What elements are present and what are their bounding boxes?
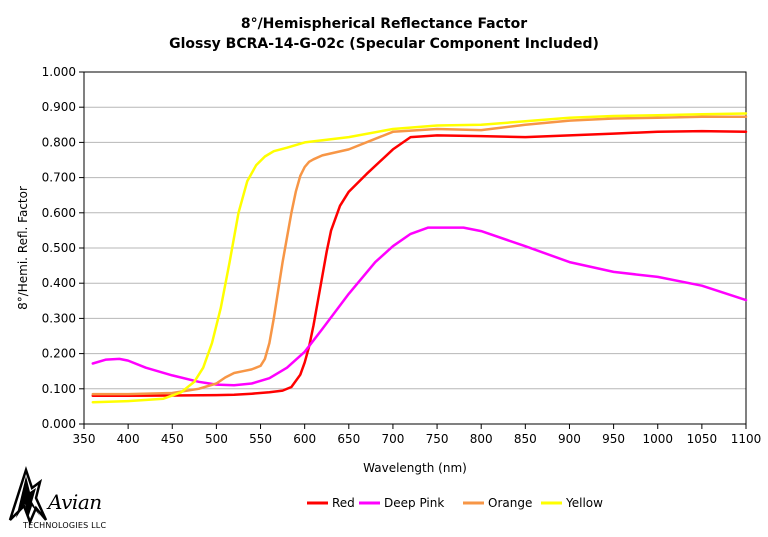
x-tick-label: 900 — [558, 432, 581, 446]
x-tick-label: 600 — [293, 432, 316, 446]
x-tick-label: 1000 — [642, 432, 673, 446]
legend-label: Deep Pink — [384, 496, 444, 510]
legend-label: Yellow — [565, 496, 603, 510]
x-tick-label: 350 — [73, 432, 96, 446]
x-tick-label: 700 — [381, 432, 404, 446]
x-tick-label: 750 — [426, 432, 449, 446]
legend-label: Red — [332, 496, 355, 510]
y-tick-label: 1.000 — [42, 65, 76, 79]
avian-logo-icon — [8, 465, 48, 526]
x-tick-label: 500 — [205, 432, 228, 446]
x-tick-label: 400 — [117, 432, 140, 446]
y-tick-label: 0.300 — [42, 311, 76, 325]
series-line-yellow — [91, 112, 748, 404]
x-tick-label: 550 — [249, 432, 272, 446]
logo-name: Avian — [48, 490, 102, 514]
y-tick-label: 0.700 — [42, 171, 76, 185]
plot-area-border — [83, 71, 747, 425]
chart-subtitle: Glossy BCRA-14-G-02c (Specular Component… — [169, 36, 599, 52]
y-tick-label: 0.500 — [42, 241, 76, 255]
x-tick-label: 650 — [337, 432, 360, 446]
series-line-red — [91, 129, 748, 398]
y-axis-label: 8°/Hemi. Refl. Factor — [16, 186, 30, 310]
x-tick-label: 950 — [602, 432, 625, 446]
x-tick-label: 850 — [514, 432, 537, 446]
chart-title: 8°/Hemispherical Reflectance Factor — [240, 16, 528, 32]
x-tick-label: 1050 — [687, 432, 718, 446]
logo-subtitle: TECHNOLOGIES LLC — [23, 521, 107, 530]
series-line-deep-pink — [91, 226, 748, 387]
y-tick-label: 0.000 — [42, 417, 76, 431]
y-tick-label: 0.400 — [42, 276, 76, 290]
x-tick-label: 1100 — [731, 432, 762, 446]
y-tick-label: 0.800 — [42, 135, 76, 149]
x-tick-label: 450 — [161, 432, 184, 446]
y-tick-label: 0.600 — [42, 206, 76, 220]
x-axis-label: Wavelength (nm) — [363, 461, 467, 475]
legend-label: Orange — [488, 496, 532, 510]
y-tick-label: 0.200 — [42, 347, 76, 361]
x-tick-label: 800 — [470, 432, 493, 446]
y-tick-label: 0.900 — [42, 100, 76, 114]
series-line-orange — [91, 115, 748, 396]
y-tick-label: 0.100 — [42, 382, 76, 396]
